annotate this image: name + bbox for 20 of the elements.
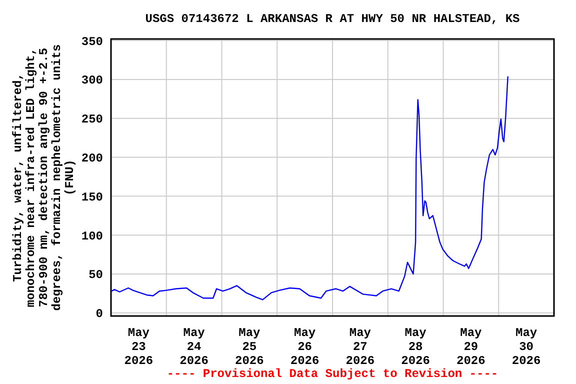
- y-tick-label: 300: [81, 74, 103, 88]
- x-tick-label: May 26 2026: [290, 326, 320, 368]
- text: ---- Provisional Data Subject to Revision ----: [166, 367, 500, 381]
- y-tick-label: 200: [81, 152, 103, 166]
- y-tick-label: 0: [96, 307, 103, 322]
- y-tick-label: 150: [81, 190, 103, 204]
- line-series: [111, 76, 508, 300]
- chart-title: USGS 07143672 L ARKANSAS R AT HWY 50 NR HALSTEAD, KS: [144, 12, 521, 26]
- x-tick-label: May 27 2026: [346, 326, 375, 368]
- y-tick-label: 50: [88, 268, 103, 282]
- y-tick-label: 100: [81, 229, 103, 244]
- x-tick-label: May 28 2026: [401, 326, 430, 368]
- y-tick-label: 250: [81, 112, 103, 127]
- x-tick-label: May 23 2026: [124, 326, 154, 368]
- x-tick-label: May 30 2026: [512, 326, 541, 368]
- y-axis-title: Turbidity, water, unfiltered, monochrome near infra-red LED light, 780-900 nm, detection angle 90 +-2.5 degrees, formazin nephelometric units (FNU): [11, 44, 77, 311]
- y-tick-label: 350: [81, 34, 103, 49]
- x-tick-label: May 25 2026: [235, 326, 264, 368]
- x-tick-label: May 29 2026: [456, 326, 486, 368]
- x-tick-label: May 24 2026: [180, 326, 208, 368]
